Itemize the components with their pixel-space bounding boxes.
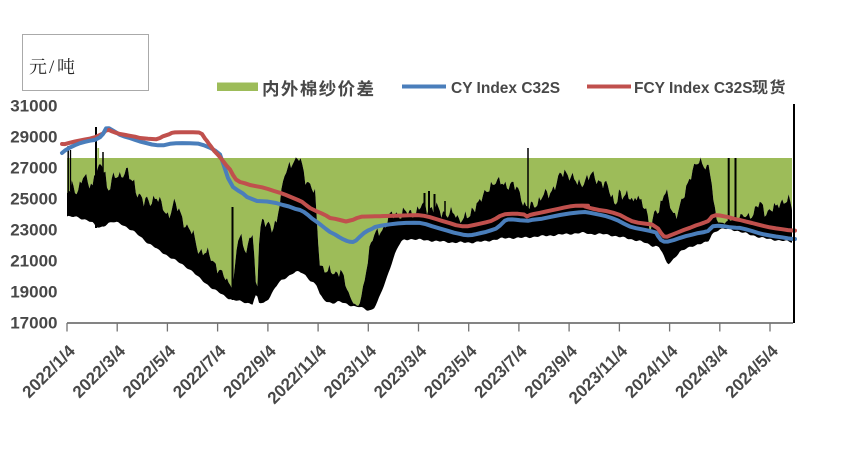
svg-text:21000: 21000 <box>10 252 57 271</box>
svg-text:23000: 23000 <box>10 221 57 240</box>
svg-text:2024/1/4: 2024/1/4 <box>621 341 682 402</box>
svg-text:2023/7/4: 2023/7/4 <box>471 341 532 402</box>
svg-text:31000: 31000 <box>10 97 57 116</box>
svg-text:17000: 17000 <box>10 314 57 333</box>
svg-text:FCY Index C32S: FCY Index C32S <box>634 80 753 97</box>
svg-text:29000: 29000 <box>10 128 57 147</box>
svg-text:25000: 25000 <box>10 190 57 209</box>
svg-text:2024/5/4: 2024/5/4 <box>722 341 783 402</box>
svg-text:2022/3/4: 2022/3/4 <box>69 341 130 402</box>
svg-text:/: / <box>49 57 55 78</box>
svg-text:27000: 27000 <box>10 159 57 178</box>
svg-text:2023/1/4: 2023/1/4 <box>320 341 381 402</box>
svg-text:2023/5/4: 2023/5/4 <box>420 341 481 402</box>
svg-text:2022/1/4: 2022/1/4 <box>19 341 80 402</box>
svg-text:2022/5/4: 2022/5/4 <box>119 341 180 402</box>
svg-text:2024/3/4: 2024/3/4 <box>671 341 732 402</box>
svg-text:2023/3/4: 2023/3/4 <box>370 341 431 402</box>
svg-text:2022/7/4: 2022/7/4 <box>169 341 230 402</box>
svg-text:CY Index C32S: CY Index C32S <box>451 80 560 97</box>
svg-text:19000: 19000 <box>10 283 57 302</box>
